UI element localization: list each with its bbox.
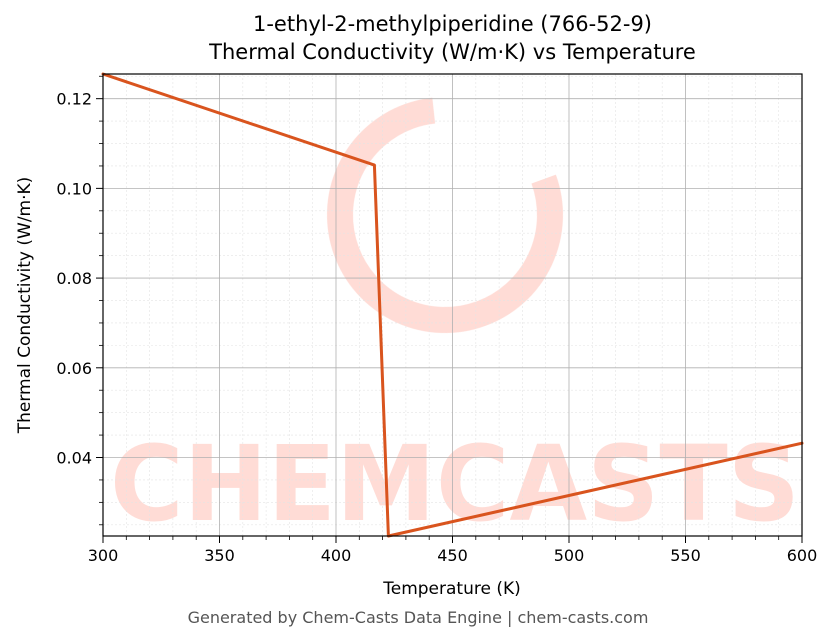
x-tick-label: 300	[88, 546, 119, 565]
x-tick-label: 600	[787, 546, 818, 565]
axis-ticks	[96, 75, 803, 543]
x-tick-label: 550	[670, 546, 701, 565]
chart-title-line1: 1-ethyl-2-methylpiperidine (766-52-9)	[252, 12, 653, 36]
y-tick-label: 0.12	[56, 90, 92, 109]
footer-credit: Generated by Chem-Casts Data Engine | ch…	[187, 608, 649, 627]
series-layer	[101, 72, 804, 538]
tick-labels: 300 350 400 450 500 550 600 0.04 0.06 0.08 0.10 0.1…	[56, 90, 817, 565]
x-tick-label: 400	[321, 546, 352, 565]
x-tick-label: 350	[204, 546, 235, 565]
watermark: CHEMCASTS	[110, 97, 800, 545]
x-tick-label: 450	[437, 546, 468, 565]
watermark-text: CHEMCASTS	[110, 423, 800, 545]
x-tick-label: 500	[554, 546, 585, 565]
y-tick-label: 0.06	[56, 359, 92, 378]
y-tick-label: 0.04	[56, 449, 92, 468]
x-axis-label: Temperature (K)	[382, 579, 521, 599]
watermark-logo-icon	[327, 97, 563, 333]
y-tick-label: 0.08	[56, 269, 92, 288]
series-line	[101, 72, 804, 538]
chart-title-line2: Thermal Conductivity (W/m·K) vs Temperat…	[209, 40, 696, 64]
y-tick-label: 0.10	[56, 179, 92, 198]
y-axis-label: Thermal Conductivity (W/m·K)	[15, 177, 35, 435]
